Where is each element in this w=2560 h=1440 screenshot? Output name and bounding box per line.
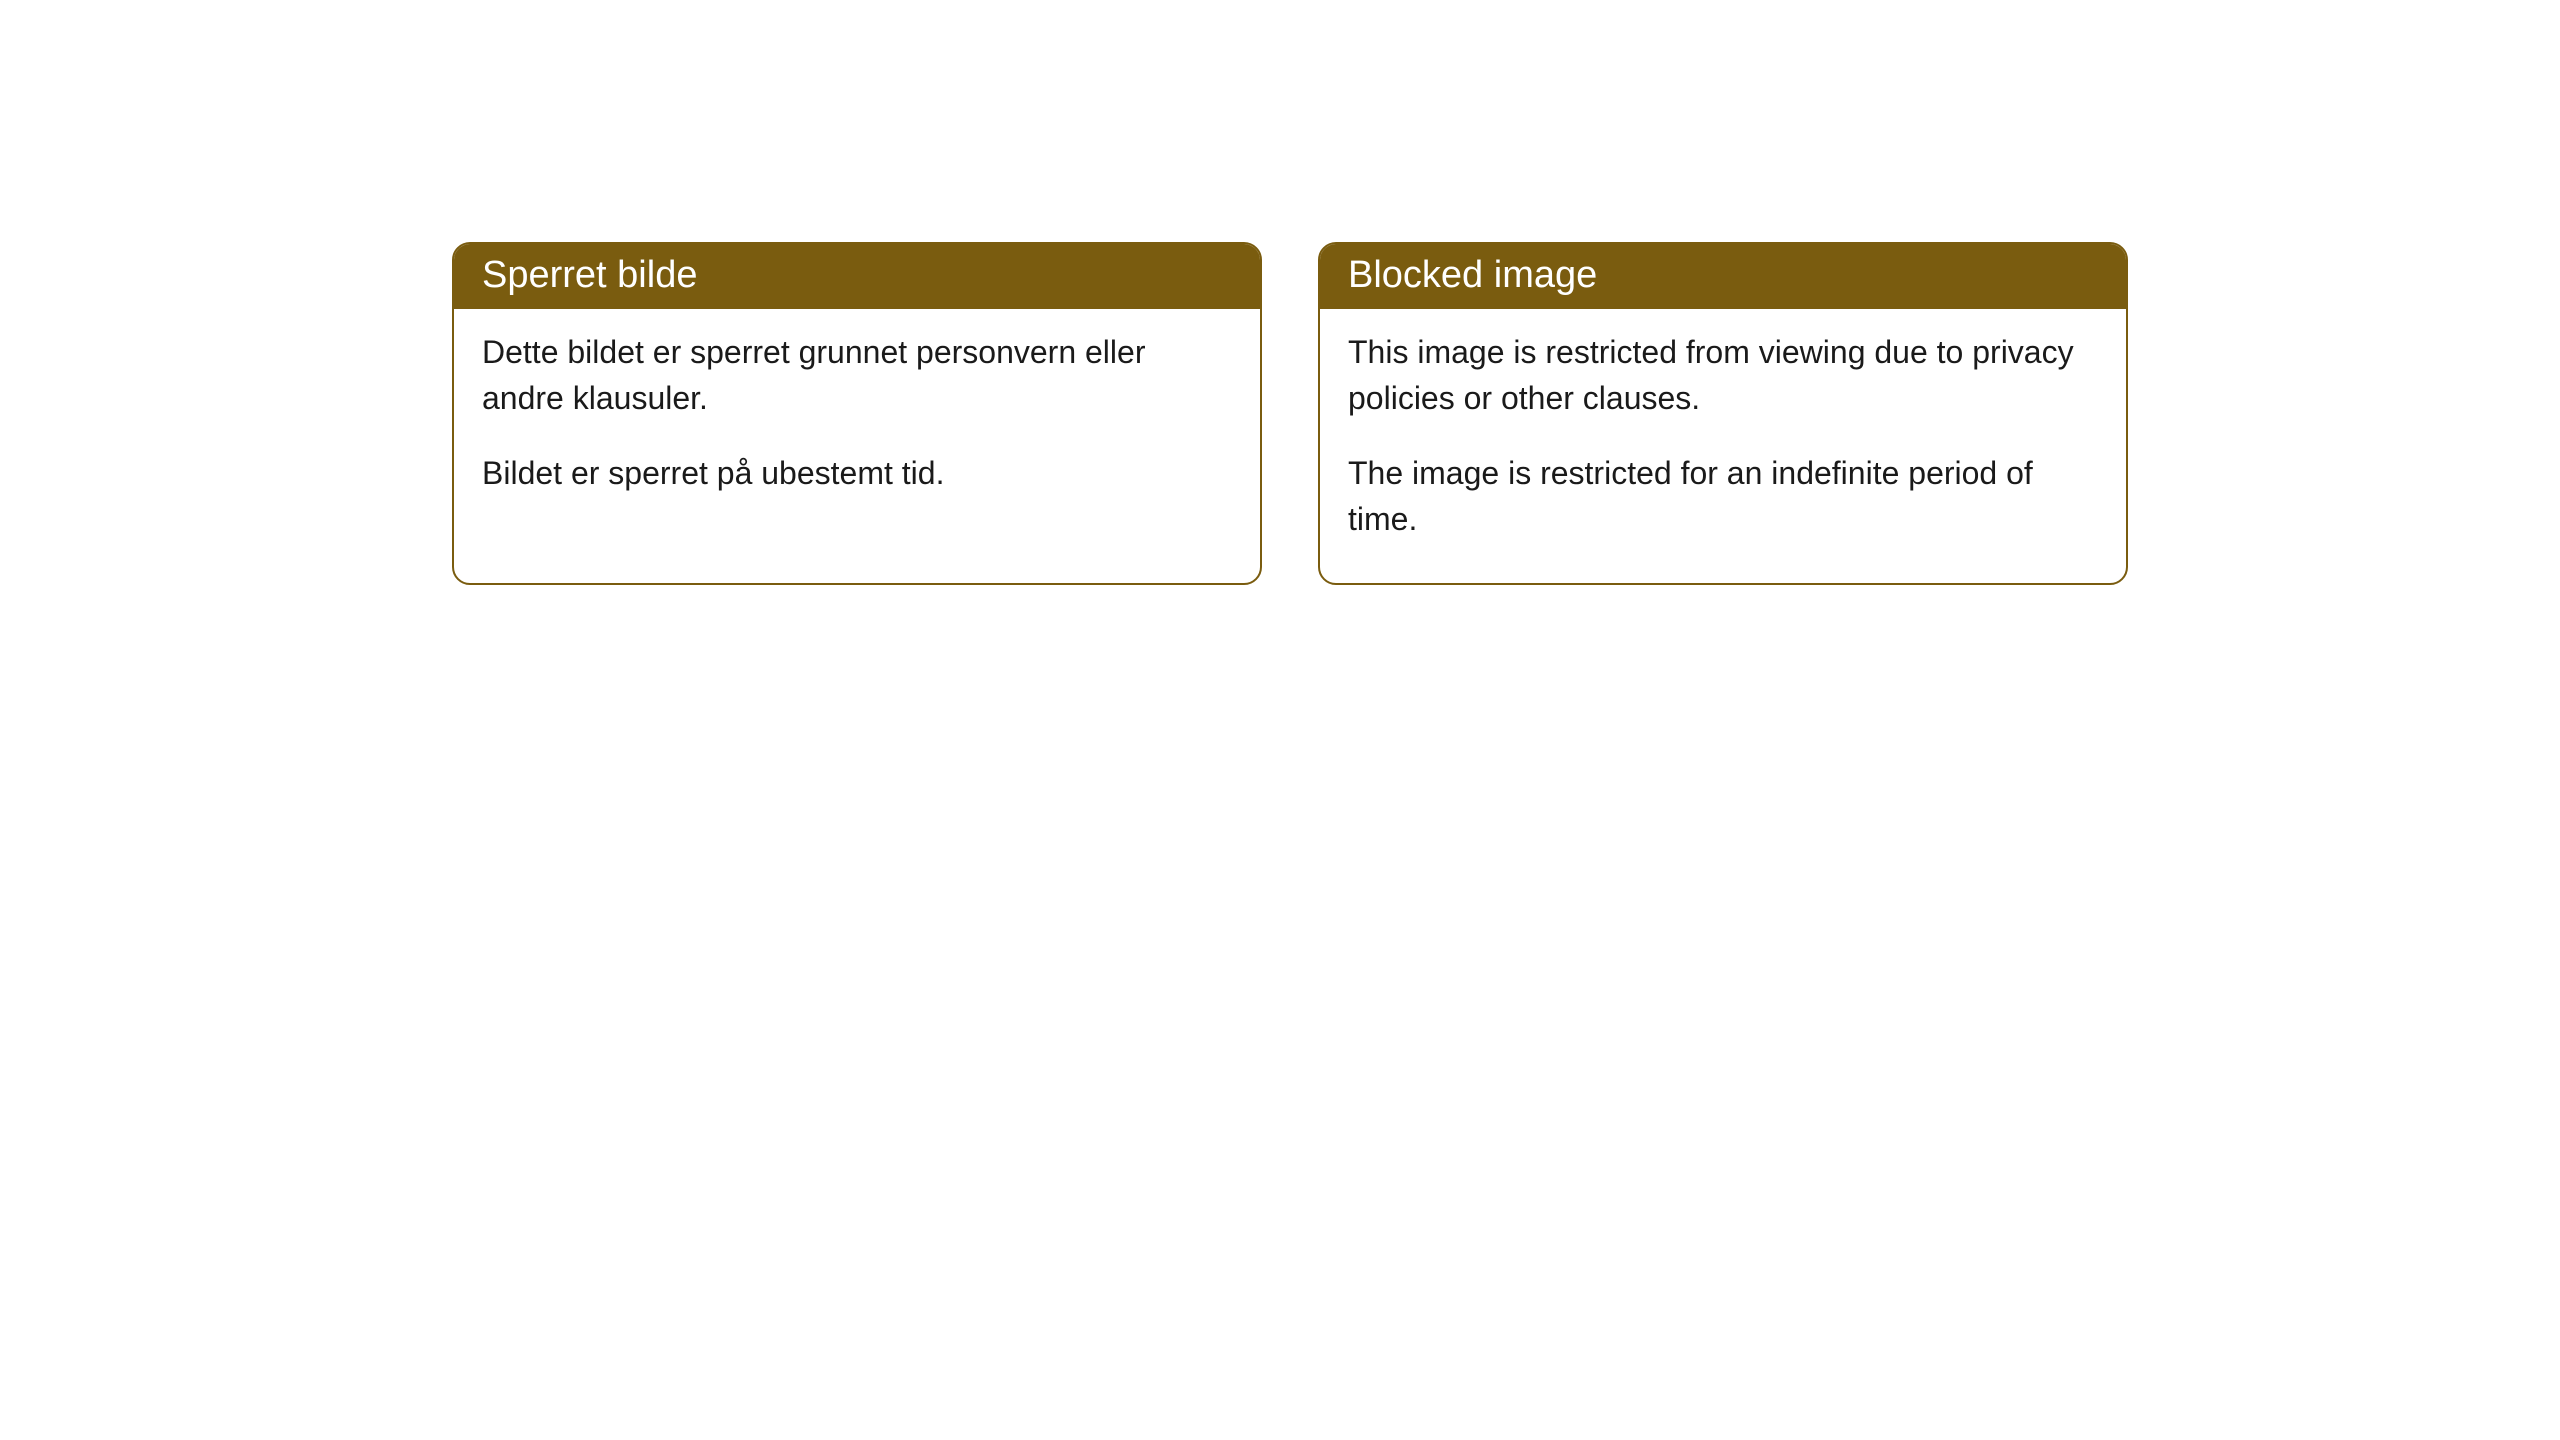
notice-cards-container: Sperret bilde Dette bildet er sperret gr… [452, 242, 2128, 585]
card-paragraph: Bildet er sperret på ubestemt tid. [482, 450, 1232, 496]
blocked-image-card-norwegian: Sperret bilde Dette bildet er sperret gr… [452, 242, 1262, 585]
card-paragraph: This image is restricted from viewing du… [1348, 329, 2098, 422]
card-paragraph: Dette bildet er sperret grunnet personve… [482, 329, 1232, 422]
card-body: Dette bildet er sperret grunnet personve… [454, 309, 1260, 536]
blocked-image-card-english: Blocked image This image is restricted f… [1318, 242, 2128, 585]
card-header: Sperret bilde [454, 244, 1260, 309]
card-body: This image is restricted from viewing du… [1320, 309, 2126, 583]
card-paragraph: The image is restricted for an indefinit… [1348, 450, 2098, 543]
card-header: Blocked image [1320, 244, 2126, 309]
